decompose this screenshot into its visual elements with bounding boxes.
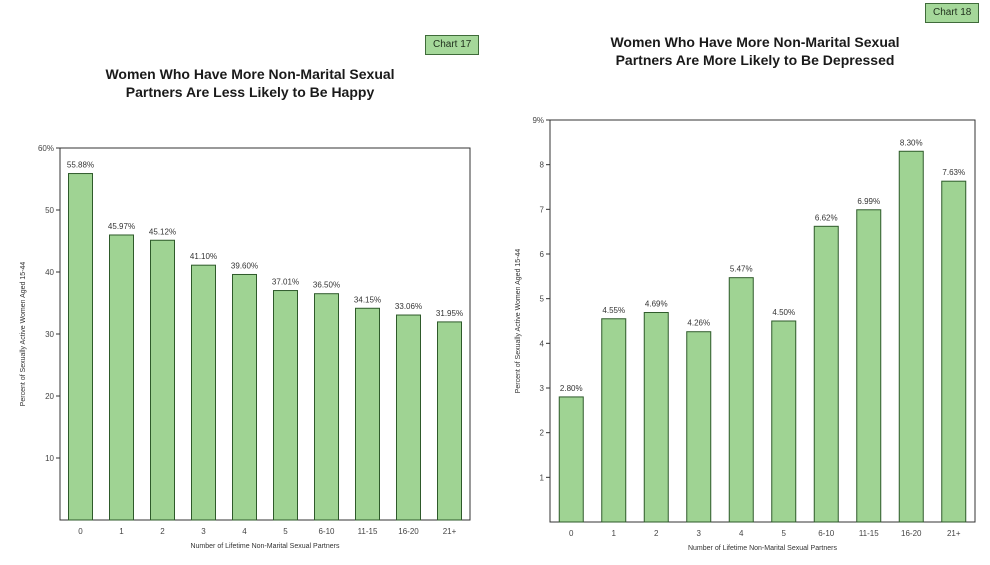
chart-18-bar <box>558 396 584 523</box>
chart-18-bar <box>601 318 627 523</box>
chart-17-data-label: 39.60% <box>231 261 258 270</box>
chart-17-title-line2: Partners Are Less Likely to Be Happy <box>125 84 375 100</box>
chart-18-ytick-label: 8 <box>540 161 545 170</box>
chart-18-ytick-label: 5 <box>540 295 545 304</box>
chart-18-title-line1: Women Who Have More Non-Marital Sexual <box>610 34 900 50</box>
chart-17-badge: Chart 17 <box>425 35 480 55</box>
chart-17-bar <box>191 264 216 521</box>
chart-18-y-axis-title: Percent of Sexually Active Women Aged 15… <box>515 249 522 394</box>
chart-17-data-label: 36.50% <box>313 281 340 290</box>
chart-17-ytick-label: 50 <box>45 206 54 215</box>
chart-18-plot-frame <box>549 119 976 523</box>
chart-17-title-line1: Women Who Have More Non-Marital Sexual <box>105 66 395 82</box>
chart-17-title: Women Who Have More Non-Marital Sexual P… <box>80 65 420 101</box>
chart-17-bar <box>68 173 93 521</box>
chart-18-badge: Chart 18 <box>925 3 980 23</box>
chart-17-data-label: 31.95% <box>436 309 463 318</box>
chart-17-bar <box>437 321 462 521</box>
chart-18-ytick-label: 2 <box>540 429 545 438</box>
chart-18-data-label: 4.69% <box>645 300 668 309</box>
chart-18-x-axis-title: Number of Lifetime Non-Marital Sexual Pa… <box>688 545 838 552</box>
chart-18-bar <box>898 150 924 523</box>
chart-18-data-label: 7.63% <box>942 168 965 177</box>
chart-18-category-label: 11-15 <box>859 529 879 538</box>
chart-17-data-label: 55.88% <box>67 161 94 170</box>
chart-17-data-label: 33.06% <box>395 302 422 311</box>
chart-17-ytick-label: 30 <box>45 330 54 339</box>
chart-18-ytick-label: 6 <box>540 250 545 259</box>
chart-17-data-label: 45.97% <box>108 222 135 231</box>
chart-17-category-label: 3 <box>201 527 206 536</box>
chart-18-bar <box>856 209 882 523</box>
chart-18-data-label: 8.30% <box>900 138 923 147</box>
chart-17-x-axis-title: Number of Lifetime Non-Marital Sexual Pa… <box>190 543 340 550</box>
chart-17-category-label: 5 <box>283 527 288 536</box>
chart-18-ytick-label: 7 <box>540 205 545 214</box>
chart-18-category-label: 21+ <box>947 529 961 538</box>
chart-17-ytick-label: 10 <box>45 454 54 463</box>
chart-18-category-label: 3 <box>697 529 702 538</box>
chart-18-category-label: 1 <box>612 529 617 538</box>
chart-18-category-label: 2 <box>654 529 659 538</box>
chart-17-category-label: 2 <box>160 527 165 536</box>
chart-17-bar <box>355 307 380 521</box>
chart-18-data-label: 2.80% <box>560 384 583 393</box>
chart-17-bar <box>314 293 339 521</box>
chart-17-bar <box>150 239 175 521</box>
chart-17-ytick-label: 40 <box>45 268 54 277</box>
chart-18-category-label: 0 <box>569 529 574 538</box>
chart-18-data-label: 4.26% <box>687 319 710 328</box>
chart-18-data-label: 4.55% <box>602 306 625 315</box>
chart-18-data-label: 6.62% <box>815 213 838 222</box>
chart-17-category-label: 21+ <box>443 527 457 536</box>
chart-17-data-label: 37.01% <box>272 278 299 287</box>
chart-17-category-label: 4 <box>242 527 247 536</box>
chart-17-bar <box>109 234 134 521</box>
chart-18-category-label: 4 <box>739 529 744 538</box>
chart-18-title: Women Who Have More Non-Marital Sexual P… <box>575 33 935 69</box>
chart-17-bar <box>396 314 421 521</box>
chart-18-ytick-label: 1 <box>540 473 545 482</box>
chart-17-data-label: 41.10% <box>190 252 217 261</box>
chart-18-ytick-label: 4 <box>540 339 545 348</box>
chart-18-ytick-label: 3 <box>540 384 545 393</box>
chart-18-bar <box>813 225 839 523</box>
chart-18-bar <box>771 320 797 523</box>
chart-18-category-label: 16-20 <box>901 529 922 538</box>
chart-17-category-label: 11-15 <box>358 527 378 536</box>
chart-17-ytick-label: 20 <box>45 392 54 401</box>
chart-18-category-label: 5 <box>782 529 787 538</box>
chart-18-data-label: 6.99% <box>857 197 880 206</box>
chart-17-category-label: 1 <box>119 527 124 536</box>
chart-18-bar <box>728 277 754 523</box>
chart-17-bar <box>232 273 257 521</box>
chart-18-data-label: 4.50% <box>772 308 795 317</box>
chart-18-bar <box>686 331 712 523</box>
chart-18-data-label: 5.47% <box>730 265 753 274</box>
chart-17-bar <box>273 290 298 521</box>
chart-18-bar <box>941 180 967 523</box>
chart-17-y-axis-title: Percent of Sexually Active Women Aged 15… <box>20 262 27 407</box>
chart-17-ytick-label: 60% <box>38 144 54 153</box>
chart-18-ytick-label: 9% <box>532 116 544 125</box>
chart-17-data-label: 34.15% <box>354 295 381 304</box>
chart-17-data-label: 45.12% <box>149 227 176 236</box>
chart-18-category-label: 6-10 <box>818 529 835 538</box>
chart-18-title-line2: Partners Are More Likely to Be Depressed <box>615 52 895 68</box>
chart-18-bar <box>643 312 669 523</box>
chart-17-category-label: 16-20 <box>398 527 419 536</box>
chart-17-category-label: 6-10 <box>318 527 335 536</box>
chart-17-category-label: 0 <box>78 527 83 536</box>
